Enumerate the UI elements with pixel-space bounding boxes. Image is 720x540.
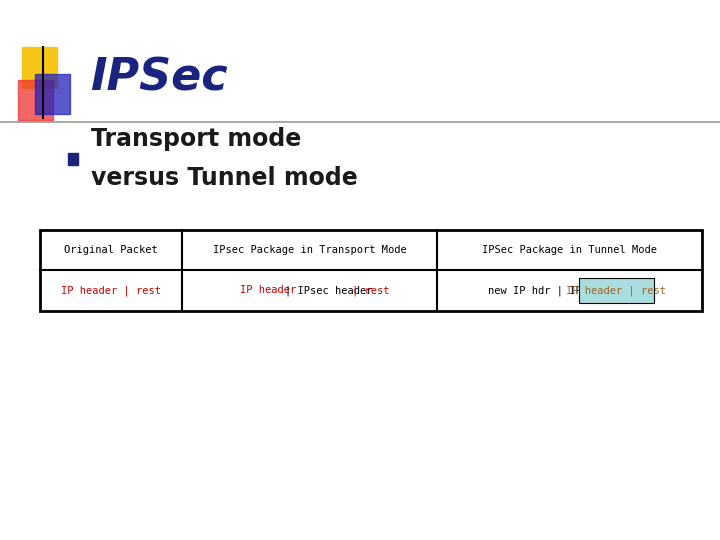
Text: IP header | rest: IP header | rest (60, 285, 161, 295)
Text: IP header: IP header (240, 285, 302, 295)
Text: | rest: | rest (352, 285, 390, 295)
Text: Transport mode: Transport mode (91, 127, 302, 151)
Bar (40, 230, 702, 310)
Text: IPsec Package in Transport Mode: IPsec Package in Transport Mode (212, 245, 406, 255)
Text: IPSec Package in Tunnel Mode: IPSec Package in Tunnel Mode (482, 245, 657, 255)
Bar (22, 47, 57, 87)
Text: new IP hdr | IPSec |: new IP hdr | IPSec | (488, 285, 613, 295)
Text: IPSec: IPSec (90, 57, 228, 100)
Bar (68, 153, 78, 165)
Text: versus Tunnel mode: versus Tunnel mode (91, 166, 358, 190)
Bar (18, 80, 53, 120)
Bar (35, 73, 70, 114)
Text: IP header | rest: IP header | rest (566, 285, 666, 295)
Bar (579, 278, 654, 303)
Text: | IPsec header: | IPsec header (284, 285, 379, 295)
Text: Original Packet: Original Packet (64, 245, 158, 255)
